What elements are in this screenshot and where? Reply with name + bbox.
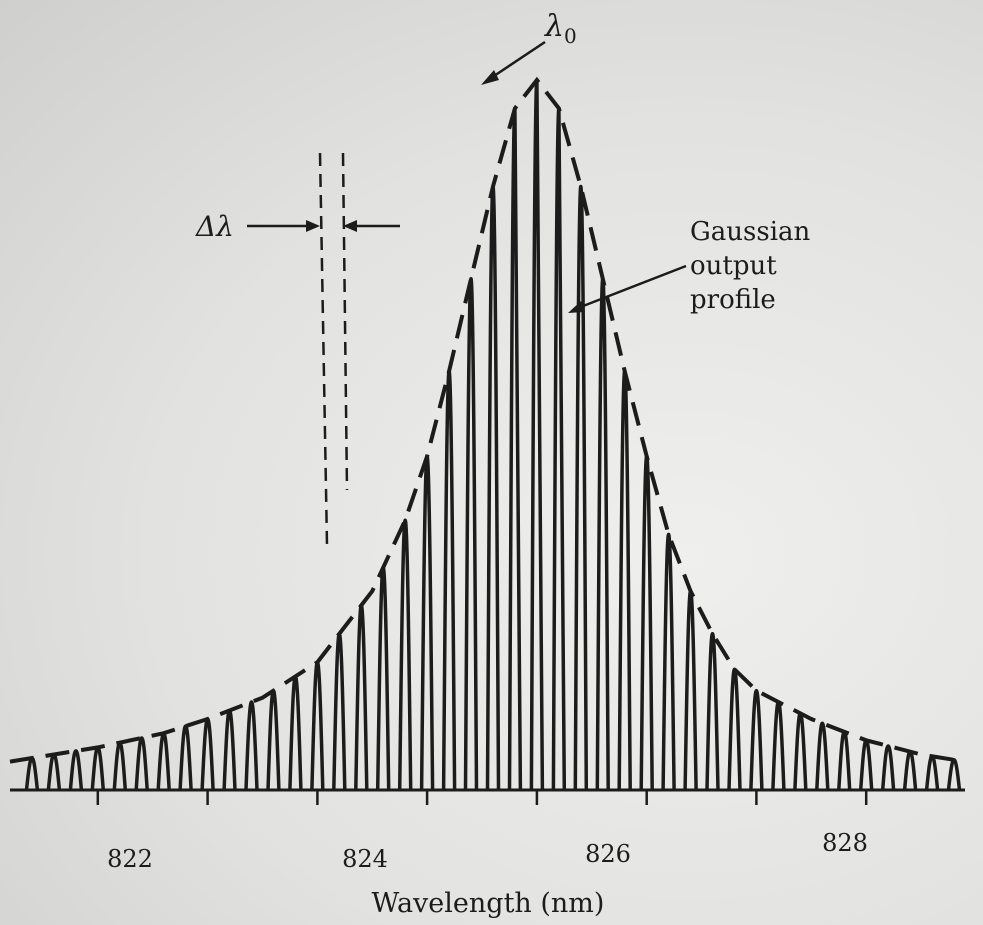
mode-peak bbox=[485, 184, 501, 791]
mode-peak bbox=[749, 688, 764, 791]
delta-lambda-arrowhead-right bbox=[343, 220, 357, 232]
gaussian-label-line3: profile bbox=[690, 285, 776, 315]
mode-peak bbox=[902, 749, 918, 791]
delta-lambda-label: Δλ bbox=[195, 210, 234, 243]
x-tick-label-824: 824 bbox=[342, 845, 388, 873]
delta-lambda-guide-left bbox=[318, 152, 329, 546]
mode-peak bbox=[507, 106, 523, 791]
gaussian-envelope bbox=[9, 76, 966, 764]
mode-peak bbox=[156, 731, 171, 791]
x-axis-label: Wavelength (nm) bbox=[372, 888, 605, 919]
mode-peak bbox=[771, 700, 786, 791]
mode-peak bbox=[266, 688, 281, 791]
mode-peak bbox=[375, 565, 391, 791]
mode-peak bbox=[24, 756, 40, 791]
mode-peak bbox=[880, 744, 896, 791]
x-tick-label-826: 826 bbox=[585, 840, 631, 868]
mode-peak bbox=[705, 632, 720, 791]
lambda0-label: λ0 bbox=[544, 9, 577, 48]
mode-peak bbox=[441, 369, 457, 791]
mode-peak bbox=[222, 708, 237, 791]
mode-peak bbox=[68, 749, 84, 791]
gaussian-pointer-arrowhead bbox=[568, 301, 585, 313]
mode-peak bbox=[463, 277, 479, 791]
mode-peak bbox=[639, 454, 654, 791]
mode-peak bbox=[661, 532, 676, 791]
mode-peak bbox=[332, 632, 347, 791]
mode-peak bbox=[529, 78, 545, 791]
mode-peak bbox=[112, 740, 128, 791]
delta-lambda-guide-right bbox=[341, 152, 349, 491]
mode-peak bbox=[419, 454, 435, 791]
mode-peak bbox=[178, 724, 193, 791]
mode-peak bbox=[90, 745, 106, 791]
mode-peak bbox=[924, 754, 940, 791]
mode-peak bbox=[858, 738, 874, 791]
mode-peak bbox=[354, 603, 369, 791]
lambda0-arrowhead bbox=[481, 70, 499, 85]
mode-peak bbox=[200, 717, 215, 791]
mode-peak bbox=[617, 369, 632, 791]
mode-peak bbox=[288, 674, 303, 791]
x-tick-label-822: 822 bbox=[107, 845, 153, 873]
mode-peak bbox=[310, 660, 325, 791]
mode-peak bbox=[727, 667, 742, 791]
mode-peak bbox=[244, 700, 259, 791]
gaussian-label-line1: Gaussian bbox=[690, 217, 811, 247]
lambda0-subscript: 0 bbox=[564, 24, 577, 48]
mode-peak bbox=[134, 736, 149, 791]
lambda0-arrow bbox=[487, 40, 546, 82]
mode-peak bbox=[595, 277, 610, 791]
mode-peak bbox=[837, 730, 852, 791]
x-axis-ticks bbox=[96, 790, 868, 805]
gaussian-label-line2: output bbox=[690, 251, 777, 281]
mode-peak bbox=[815, 721, 830, 791]
delta-lambda-arrowhead-left bbox=[306, 220, 320, 232]
mode-peak bbox=[793, 711, 808, 791]
mode-peak bbox=[946, 758, 962, 791]
gaussian-pointer bbox=[577, 264, 687, 310]
mode-peak bbox=[551, 106, 567, 791]
mode-peak bbox=[573, 184, 589, 791]
x-tick-label-828: 828 bbox=[822, 829, 868, 857]
mode-peak bbox=[683, 589, 698, 791]
mode-peak bbox=[397, 518, 413, 791]
mode-peak bbox=[46, 752, 62, 791]
